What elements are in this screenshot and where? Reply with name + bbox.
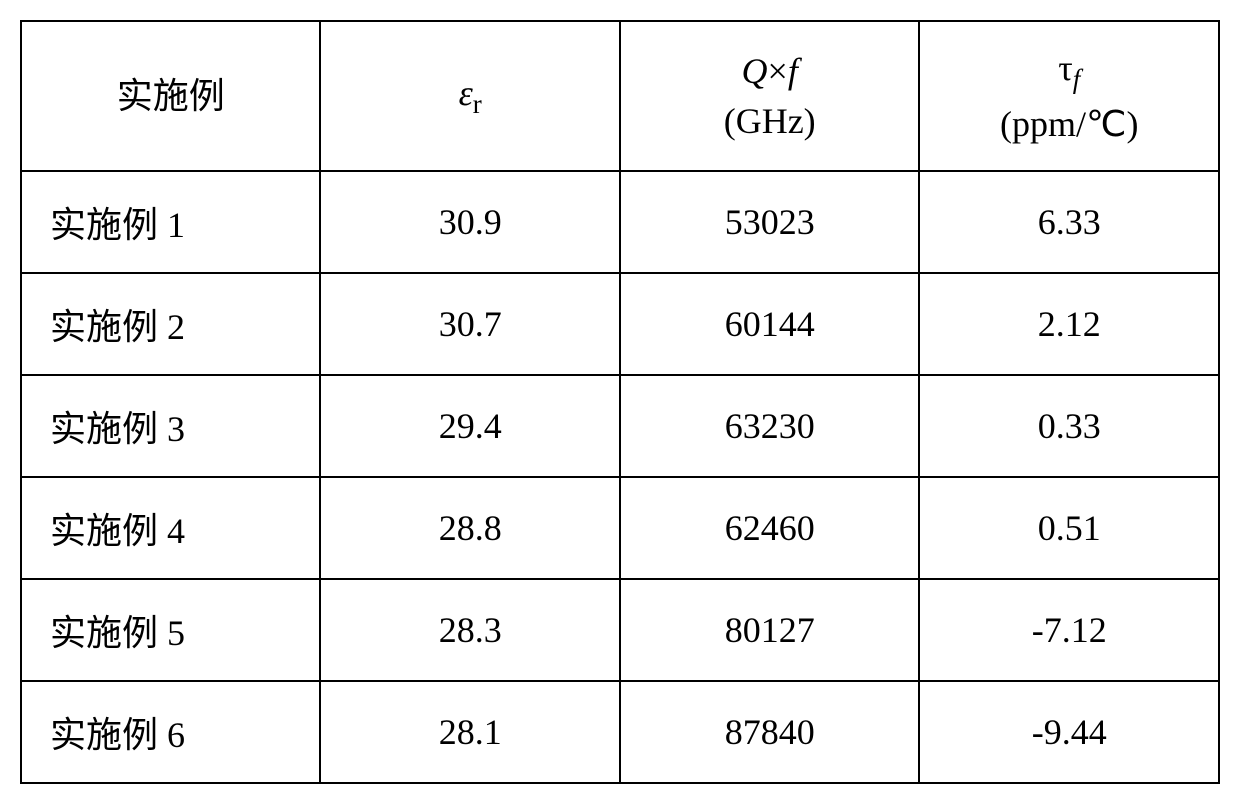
cell-epsilon-r: 29.4 [320,375,619,477]
cell-qf: 53023 [620,171,920,273]
cell-epsilon-r: 30.9 [320,171,619,273]
cell-epsilon-r: 30.7 [320,273,619,375]
col-header-qf: Q×f (GHz) [620,21,920,171]
cell-epsilon-r: 28.3 [320,579,619,681]
table-row: 实施例 6 28.1 87840 -9.44 [21,681,1219,783]
table-header: 实施例 εr Q×f (GHz) τf (ppm/℃) [21,21,1219,171]
col-header-tau-f: τf (ppm/℃) [919,21,1219,171]
cell-tau-f: 0.51 [919,477,1219,579]
table-row: 实施例 3 29.4 63230 0.33 [21,375,1219,477]
header-row: 实施例 εr Q×f (GHz) τf (ppm/℃) [21,21,1219,171]
col-header-example: 实施例 [21,21,320,171]
col-header-tau-f-unit: (ppm/℃) [920,99,1218,149]
cell-qf: 87840 [620,681,920,783]
col-header-epsilon-r: εr [320,21,619,171]
table-row: 实施例 5 28.3 80127 -7.12 [21,579,1219,681]
cell-example-label: 实施例 3 [21,375,320,477]
col-header-tau-f-label: τf [920,43,1218,99]
cell-tau-f: 6.33 [919,171,1219,273]
data-table: 实施例 εr Q×f (GHz) τf (ppm/℃) 实施例 1 30.9 5… [20,20,1220,784]
col-header-example-label: 实施例 [22,71,319,121]
cell-tau-f: -9.44 [919,681,1219,783]
cell-qf: 60144 [620,273,920,375]
cell-qf: 63230 [620,375,920,477]
cell-epsilon-r: 28.8 [320,477,619,579]
cell-epsilon-r: 28.1 [320,681,619,783]
col-header-epsilon-r-label: εr [321,68,618,124]
table-row: 实施例 2 30.7 60144 2.12 [21,273,1219,375]
cell-example-label: 实施例 4 [21,477,320,579]
cell-qf: 62460 [620,477,920,579]
cell-tau-f: 2.12 [919,273,1219,375]
cell-example-label: 实施例 6 [21,681,320,783]
table-row: 实施例 1 30.9 53023 6.33 [21,171,1219,273]
cell-example-label: 实施例 1 [21,171,320,273]
cell-tau-f: 0.33 [919,375,1219,477]
cell-example-label: 实施例 5 [21,579,320,681]
col-header-qf-unit: (GHz) [621,96,919,146]
table-body: 实施例 1 30.9 53023 6.33 实施例 2 30.7 60144 2… [21,171,1219,783]
col-header-qf-label: Q×f [621,46,919,96]
cell-example-label: 实施例 2 [21,273,320,375]
cell-qf: 80127 [620,579,920,681]
cell-tau-f: -7.12 [919,579,1219,681]
table-row: 实施例 4 28.8 62460 0.51 [21,477,1219,579]
